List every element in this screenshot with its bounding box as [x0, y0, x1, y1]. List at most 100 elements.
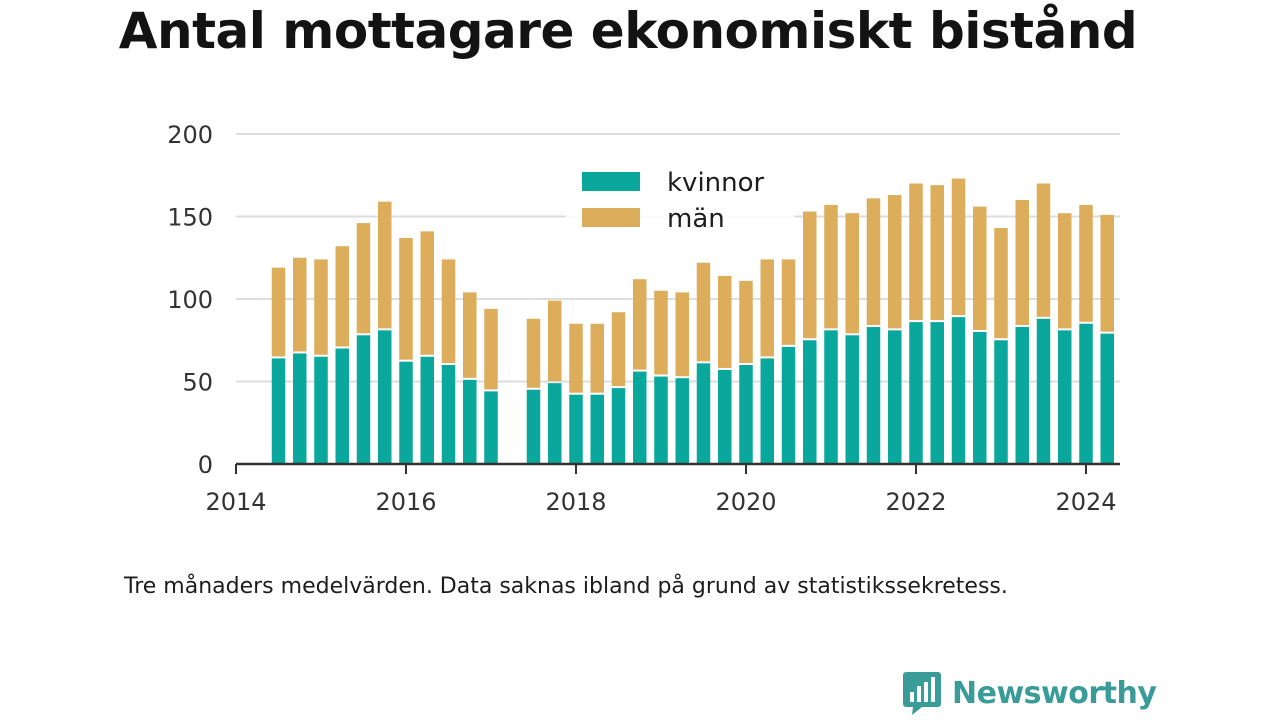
bar-man [548, 300, 562, 382]
bar-kvinnor [1058, 330, 1072, 464]
bar-man [739, 280, 753, 363]
bar-man [1079, 204, 1093, 322]
bar-kvinnor [633, 371, 647, 464]
bar-man [611, 312, 626, 387]
brand-name: Newsworthy [952, 675, 1157, 711]
bar-man [930, 185, 944, 321]
bar-kvinnor [781, 346, 796, 464]
bar-kvinnor [463, 379, 477, 464]
bar-kvinnor [1015, 327, 1029, 464]
bar-man [909, 183, 923, 321]
bar-man [994, 228, 1008, 339]
bar-kvinnor [696, 363, 711, 464]
x-tick-label: 2018 [545, 488, 606, 516]
legend-background [566, 156, 794, 246]
bar-man [484, 308, 498, 390]
brand: Newsworthy [902, 670, 1157, 716]
x-tick-label: 2014 [205, 488, 266, 516]
bar-man [654, 290, 668, 375]
bar-chart-icon [903, 672, 941, 715]
bar-kvinnor [420, 356, 434, 464]
bar-kvinnor [399, 361, 413, 464]
chart-title: Antal mottagare ekonomiskt bistånd [118, 2, 1138, 60]
bar-man [569, 323, 583, 393]
legend-label: män [667, 204, 725, 234]
bar-man [463, 292, 477, 378]
bar-kvinnor [718, 369, 732, 464]
bar-kvinnor [611, 388, 626, 464]
bar-man [1058, 213, 1072, 329]
bar-man [1100, 214, 1114, 332]
bar-man [293, 257, 307, 352]
bar-kvinnor [803, 340, 817, 464]
y-tick-label: 150 [167, 204, 213, 232]
bar-man [526, 318, 541, 388]
x-tick-label: 2016 [375, 488, 436, 516]
bar-kvinnor [845, 335, 859, 464]
chart-note: Tre månaders medelvärden. Data saknas ib… [124, 574, 1008, 599]
bar-kvinnor [356, 335, 371, 464]
y-tick-label: 200 [167, 121, 213, 149]
bar-man [951, 178, 966, 316]
x-tick-label: 2022 [885, 488, 946, 516]
bar-man [696, 262, 711, 362]
bar-kvinnor [484, 391, 498, 464]
bar-man [760, 259, 774, 357]
bar-kvinnor [1079, 323, 1093, 464]
bar-man [973, 206, 987, 330]
bar-man [399, 237, 413, 360]
bar-kvinnor [293, 353, 307, 464]
bar-kvinnor [526, 389, 541, 464]
bar-kvinnor [866, 327, 881, 464]
bar-man [271, 267, 286, 357]
bar-kvinnor [335, 348, 349, 464]
bar-man [378, 201, 392, 329]
legend-swatch [582, 172, 640, 191]
bar-man [1015, 200, 1029, 326]
bar-man [781, 259, 796, 345]
bar-kvinnor [973, 332, 987, 464]
bar-kvinnor [951, 317, 966, 464]
bar-man [441, 259, 456, 363]
bar-man [1036, 183, 1051, 317]
bar-kvinnor [271, 358, 286, 464]
bar-kvinnor [930, 322, 944, 464]
y-tick-label: 100 [167, 286, 213, 314]
bar-kvinnor [654, 376, 668, 464]
bar-kvinnor [1100, 333, 1114, 464]
bar-man [888, 195, 902, 329]
legend-label: kvinnor [667, 168, 765, 198]
bar-kvinnor [1036, 318, 1051, 464]
y-tick-label: 50 [182, 369, 213, 397]
bar-man [590, 323, 604, 393]
bar-kvinnor [888, 330, 902, 464]
bar-kvinnor [824, 330, 838, 464]
bar-man [314, 259, 328, 355]
bar-man [845, 213, 859, 334]
bar-man [718, 275, 732, 368]
bar-man [675, 292, 689, 377]
legend-swatch [582, 208, 640, 227]
bar-kvinnor [590, 394, 604, 464]
bars [271, 178, 1114, 464]
y-tick-label: 0 [198, 451, 213, 479]
bar-kvinnor [760, 358, 774, 464]
bar-kvinnor [675, 378, 689, 464]
bar-kvinnor [909, 322, 923, 464]
bar-kvinnor [548, 383, 562, 464]
bar-man [803, 211, 817, 339]
x-tick-label: 2024 [1055, 488, 1116, 516]
bar-man [335, 246, 349, 347]
axes: 0 50 100 150 200 2014 2016 2018 2020 2022 2024 [167, 121, 1120, 516]
bar-man [824, 204, 838, 329]
bar-man [866, 198, 881, 326]
bar-kvinnor [994, 340, 1008, 464]
stacked-bar-chart: 0 50 100 150 200 2014 2016 2018 2020 2022 2024 kvi… [167, 121, 1120, 516]
bar-man [356, 223, 371, 334]
bar-kvinnor [378, 330, 392, 464]
bar-kvinnor [441, 365, 456, 464]
legend: kvinnor män [566, 156, 794, 246]
bar-man [420, 231, 434, 355]
bar-kvinnor [314, 356, 328, 464]
x-tick-label: 2020 [715, 488, 776, 516]
